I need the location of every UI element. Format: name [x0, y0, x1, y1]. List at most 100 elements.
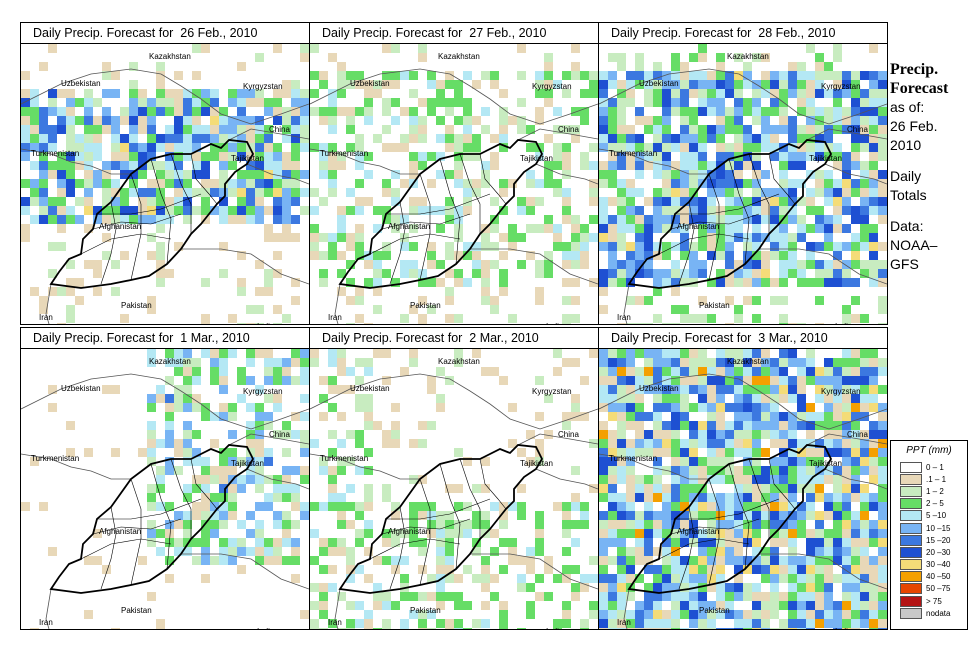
- legend-item: .1 – 1: [891, 473, 967, 485]
- map-label-afghanistan: Afghanistan: [677, 527, 719, 536]
- map-label-pakistan: Pakistan: [410, 301, 441, 310]
- afghanistan-outline: [49, 444, 255, 594]
- precip-grid: [21, 349, 309, 629]
- map-label-afghanistan: Afghanistan: [677, 222, 719, 231]
- forecast-panel-3mar: Daily Precip. Forecast for 3 Mar., 2010 …: [598, 327, 888, 630]
- forecast-panel-2mar: Daily Precip. Forecast for 2 Mar., 2010 …: [309, 327, 599, 630]
- map-label-afghanistan: Afghanistan: [99, 527, 141, 536]
- map-label-iran: Iran: [328, 313, 342, 322]
- afghanistan-outline: [627, 139, 833, 289]
- map-label-kazakhstan: Kazakhstan: [438, 52, 480, 61]
- side-title-line2: Forecast: [890, 80, 949, 97]
- panel-title: Daily Precip. Forecast for 27 Feb., 2010: [310, 23, 598, 44]
- legend-label: 30 –40: [926, 560, 951, 570]
- map-label-kyrgyzstan: Kyrgyzstan: [532, 82, 572, 91]
- forecast-panel-1mar: Daily Precip. Forecast for 1 Mar., 2010 …: [20, 327, 310, 630]
- side-title-line1: Precip.: [890, 61, 939, 78]
- legend-swatch: [900, 461, 922, 473]
- legend-swatch: [900, 559, 922, 571]
- precip-map: Uzbekistan Kazakhstan Kyrgyzstan Turkmenist…: [21, 349, 309, 629]
- map-label-turkmenistan: Turkmenistan: [320, 454, 368, 463]
- legend-item: 50 –75: [891, 583, 967, 595]
- map-label-tajikistan: Tajikistan: [231, 154, 264, 163]
- map-label-china: China: [558, 430, 579, 439]
- map-label-tajikistan: Tajikistan: [809, 154, 842, 163]
- asof-label: as of:: [890, 99, 925, 115]
- data-source2: GFS: [890, 256, 919, 272]
- map-label-turkmenistan: Turkmenistan: [609, 149, 657, 158]
- legend-swatch: [900, 510, 922, 522]
- map-label-kazakhstan: Kazakhstan: [149, 357, 191, 366]
- legend-title: PPT (mm): [906, 445, 952, 456]
- legend-swatch: [900, 571, 922, 583]
- map-label-tajikistan: Tajikistan: [809, 459, 842, 468]
- map-label-afghanistan: Afghanistan: [388, 222, 430, 231]
- panel-title: Daily Precip. Forecast for 2 Mar., 2010: [310, 328, 598, 349]
- map-label-uzbekistan: Uzbekistan: [61, 384, 101, 393]
- side-info: Precip. Forecast as of: 26 Feb. 2010 Dai…: [890, 60, 970, 274]
- precip-map: Uzbekistan Kazakhstan Kyrgyzstan Turkmenist…: [21, 44, 309, 324]
- map-label-india: India: [546, 322, 564, 324]
- totals-line2: Totals: [890, 187, 927, 203]
- map-label-kazakhstan: Kazakhstan: [149, 52, 191, 61]
- map-label-india: India: [257, 322, 275, 324]
- map-label-kazakhstan: Kazakhstan: [727, 52, 769, 61]
- map-label-pakistan: Pakistan: [699, 301, 730, 310]
- map-label-kazakhstan: Kazakhstan: [727, 357, 769, 366]
- ppt-legend: PPT (mm) 0 – 1 .1 – 1 1 – 2 2 – 5 5 –10 10 –1…: [890, 440, 968, 630]
- legend-label: 15 –20: [926, 535, 951, 545]
- map-label-turkmenistan: Turkmenistan: [320, 149, 368, 158]
- legend-label: 10 –15: [926, 523, 951, 533]
- legend-label: 1 – 2: [926, 486, 944, 496]
- legend-label: 50 –75: [926, 584, 951, 594]
- legend-item: > 75: [891, 595, 967, 607]
- data-label: Data:: [890, 218, 924, 234]
- map-label-kyrgyzstan: Kyrgyzstan: [532, 387, 572, 396]
- precip-grid: [599, 349, 887, 629]
- legend-swatch: [900, 485, 922, 497]
- forecast-panel-26feb: Daily Precip. Forecast for 26 Feb., 2010…: [20, 22, 310, 325]
- legend-swatch: [900, 583, 922, 595]
- legend-swatch: [900, 546, 922, 558]
- map-label-pakistan: Pakistan: [410, 606, 441, 615]
- map-label-kyrgyzstan: Kyrgyzstan: [243, 82, 283, 91]
- afghanistan-outline: [338, 139, 544, 289]
- map-label-china: China: [847, 125, 868, 134]
- map-label-kazakhstan: Kazakhstan: [438, 357, 480, 366]
- map-label-iran: Iran: [617, 618, 631, 627]
- legend-item: 30 –40: [891, 559, 967, 571]
- map-label-india: India: [835, 627, 853, 629]
- map-label-india: India: [546, 627, 564, 629]
- map-label-iran: Iran: [617, 313, 631, 322]
- map-label-tajikistan: Tajikistan: [231, 459, 264, 468]
- precip-grid: [599, 44, 887, 324]
- legend-label: 40 –50: [926, 572, 951, 582]
- panel-title: Daily Precip. Forecast for 3 Mar., 2010: [599, 328, 887, 349]
- legend-item: 10 –15: [891, 522, 967, 534]
- map-label-china: China: [847, 430, 868, 439]
- afghanistan-outline: [49, 139, 255, 289]
- map-label-china: China: [269, 125, 290, 134]
- map-label-uzbekistan: Uzbekistan: [350, 384, 390, 393]
- afghanistan-outline: [338, 444, 544, 594]
- map-label-kyrgyzstan: Kyrgyzstan: [821, 387, 861, 396]
- map-label-pakistan: Pakistan: [699, 606, 730, 615]
- legend-item: 15 –20: [891, 534, 967, 546]
- map-label-uzbekistan: Uzbekistan: [639, 384, 679, 393]
- precip-map: Uzbekistan Kazakhstan Kyrgyzstan Turkmenist…: [310, 349, 598, 629]
- map-label-china: China: [558, 125, 579, 134]
- map-label-uzbekistan: Uzbekistan: [639, 79, 679, 88]
- map-label-pakistan: Pakistan: [121, 606, 152, 615]
- asof-date: 26 Feb.: [890, 118, 938, 134]
- precip-grid: [310, 44, 598, 324]
- legend-swatch: [900, 473, 922, 485]
- map-label-iran: Iran: [39, 618, 53, 627]
- map-label-turkmenistan: Turkmenistan: [31, 149, 79, 158]
- legend-item: 20 –30: [891, 546, 967, 558]
- map-label-uzbekistan: Uzbekistan: [350, 79, 390, 88]
- legend-label: nodata: [926, 608, 951, 618]
- legend-item: 0 – 1: [891, 461, 967, 473]
- map-label-kyrgyzstan: Kyrgyzstan: [243, 387, 283, 396]
- legend-label: .1 – 1: [926, 474, 947, 484]
- legend-swatch: [900, 607, 922, 619]
